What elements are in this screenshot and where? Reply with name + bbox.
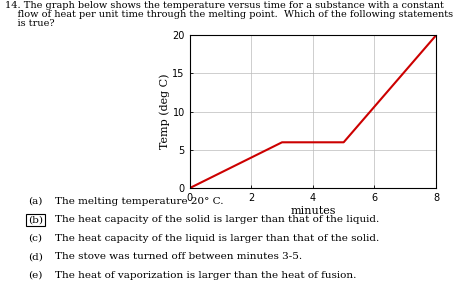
X-axis label: minutes: minutes	[290, 206, 336, 216]
Text: The melting temperature 20° C.: The melting temperature 20° C.	[55, 197, 223, 206]
Text: (d): (d)	[28, 253, 43, 261]
Text: The heat of vaporization is larger than the heat of fusion.: The heat of vaporization is larger than …	[55, 271, 356, 280]
Y-axis label: Temp (deg C): Temp (deg C)	[159, 74, 170, 149]
Text: (e): (e)	[28, 271, 43, 280]
Text: (a): (a)	[28, 197, 43, 206]
Text: The stove was turned off between minutes 3-5.: The stove was turned off between minutes…	[55, 253, 301, 261]
Text: flow of heat per unit time through the melting point.  Which of the following st: flow of heat per unit time through the m…	[5, 10, 453, 19]
Text: 14. The graph below shows the temperature versus time for a substance with a con: 14. The graph below shows the temperatur…	[5, 1, 444, 11]
Text: (c): (c)	[28, 234, 43, 243]
Text: The heat capacity of the solid is larger than that of the liquid.: The heat capacity of the solid is larger…	[55, 216, 379, 224]
Text: The heat capacity of the liquid is larger than that of the solid.: The heat capacity of the liquid is large…	[55, 234, 379, 243]
Text: is true?: is true?	[5, 19, 55, 28]
Text: (b): (b)	[28, 216, 43, 224]
